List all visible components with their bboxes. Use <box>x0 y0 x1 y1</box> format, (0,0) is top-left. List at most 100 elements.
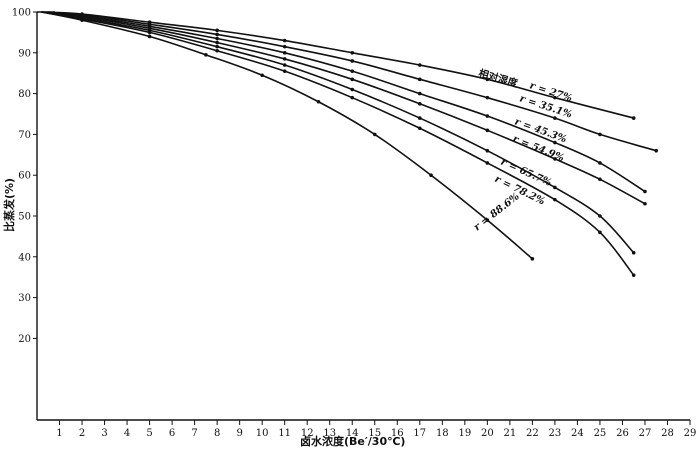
y-tick-label: 30 <box>18 293 31 304</box>
x-tick-label: 16 <box>391 428 404 439</box>
data-point <box>417 126 422 131</box>
data-point <box>654 148 659 153</box>
data-point <box>417 77 422 82</box>
data-point <box>631 273 636 277</box>
curves <box>41 11 659 277</box>
data-point <box>316 99 321 104</box>
x-tick-label: 17 <box>413 428 426 439</box>
data-point <box>485 218 490 222</box>
y-tick-label: 20 <box>18 334 31 345</box>
data-point <box>485 114 490 118</box>
data-point <box>215 48 219 53</box>
data-point <box>485 77 490 82</box>
data-point <box>417 91 422 96</box>
x-tick-label: 13 <box>323 428 336 439</box>
data-point <box>643 201 647 206</box>
data-point <box>553 116 557 120</box>
series-label-r-88-6: r = 88.6% <box>472 191 522 234</box>
x-tick-label: 12 <box>301 428 314 439</box>
x-tick-label: 1 <box>56 428 62 439</box>
data-point <box>485 128 490 133</box>
data-point <box>282 69 287 73</box>
data-point <box>485 161 490 165</box>
x-tick-label: 4 <box>124 428 130 439</box>
data-point <box>553 157 557 161</box>
data-point <box>350 59 355 63</box>
x-tick-label: 24 <box>571 428 584 439</box>
y-tick-label: 40 <box>18 252 31 263</box>
data-point <box>147 34 152 39</box>
axes <box>36 11 690 421</box>
data-point <box>598 132 602 137</box>
data-point <box>147 30 152 35</box>
data-point <box>372 132 377 137</box>
series-labels: r = 27%r = 35.1%r = 45.3%r = 54.9%r = 65… <box>472 80 574 233</box>
data-point <box>260 73 264 78</box>
data-point <box>215 32 219 37</box>
x-tick-label: 8 <box>214 428 220 439</box>
data-point <box>631 116 636 120</box>
data-point <box>350 87 355 92</box>
x-tick-label: 22 <box>526 428 539 439</box>
data-point <box>553 197 557 202</box>
series-line-r-88-6 <box>41 11 533 260</box>
x-tick-label: 25 <box>594 428 607 439</box>
data-point <box>204 53 208 57</box>
x-tick-label: 3 <box>101 428 107 439</box>
x-tick-label: 23 <box>549 428 562 439</box>
x-tick-label: 28 <box>661 428 674 439</box>
x-tick-label: 9 <box>236 428 242 439</box>
series-line-r-78-2 <box>41 11 635 276</box>
data-point <box>215 40 219 45</box>
x-tick-label: 29 <box>684 428 697 439</box>
data-point <box>350 69 355 73</box>
data-point <box>282 63 287 67</box>
data-point <box>350 95 355 100</box>
data-point <box>530 257 535 261</box>
y-tick-label: 100 <box>12 8 31 19</box>
y-tick-label: 50 <box>18 212 31 223</box>
data-point <box>417 116 422 120</box>
data-point <box>643 189 647 194</box>
data-point <box>429 173 433 177</box>
series-line-r-45-3 <box>41 11 646 193</box>
y-tick-label: 80 <box>18 89 31 100</box>
x-tick-label: 27 <box>639 428 652 439</box>
data-point <box>350 77 355 82</box>
x-axis-title: 卤水浓度(Be′/30℃) <box>300 434 405 448</box>
x-tick-label: 10 <box>256 428 269 439</box>
data-point <box>553 95 557 100</box>
data-point <box>80 18 84 22</box>
data-point <box>282 44 287 49</box>
x-tick-label: 14 <box>346 428 359 439</box>
y-tick-label: 70 <box>18 130 31 141</box>
data-point <box>485 95 490 100</box>
y-axis-title: 比蒸发(%) <box>2 178 16 232</box>
x-tick-label: 6 <box>169 428 175 439</box>
data-point <box>598 214 602 218</box>
data-point <box>598 161 602 165</box>
data-point <box>417 63 422 67</box>
data-point <box>485 148 490 153</box>
data-point <box>553 140 557 145</box>
x-tick-label: 15 <box>368 428 381 439</box>
data-point <box>282 38 287 43</box>
y-tick-label: 90 <box>18 48 31 59</box>
y-tick-label: 60 <box>18 171 31 182</box>
data-point <box>598 230 602 235</box>
data-point <box>215 44 219 49</box>
x-tick-label: 19 <box>458 428 471 439</box>
x-tick-label: 20 <box>481 428 494 439</box>
x-tick-label: 21 <box>503 428 516 439</box>
data-point <box>417 102 422 106</box>
data-point <box>631 250 636 255</box>
data-point <box>598 177 602 182</box>
data-point <box>553 185 557 190</box>
x-tick-label: 5 <box>146 428 152 439</box>
y-ticks: 20 30 40 50 60 70 80 90 100 <box>12 8 37 345</box>
data-point <box>282 57 287 61</box>
series-line-r-27 <box>41 11 634 119</box>
data-point <box>215 36 219 41</box>
x-tick-label: 7 <box>191 428 197 439</box>
x-tick-label: 26 <box>616 428 629 439</box>
